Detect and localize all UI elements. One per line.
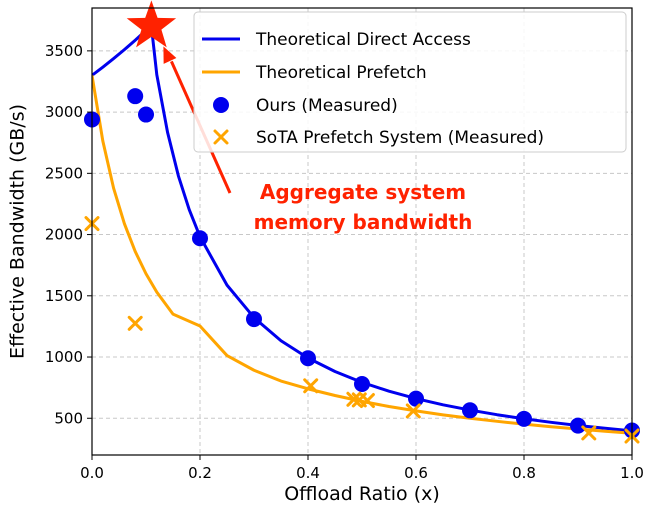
ours-point xyxy=(192,230,208,247)
ours-point xyxy=(462,402,478,419)
sota-point xyxy=(581,425,597,441)
sota-point xyxy=(405,403,421,419)
y-tick-label: 500 xyxy=(54,409,83,427)
sota-point xyxy=(359,393,375,409)
x-tick-label: 0.4 xyxy=(296,464,320,482)
annotation-arrowhead-icon xyxy=(163,46,177,64)
annotation: Aggregate system memory bandwidth xyxy=(163,46,472,234)
annotation-line-1: memory bandwidth xyxy=(254,210,473,234)
y-tick-label: 1500 xyxy=(45,287,83,305)
x-tick-label: 1.0 xyxy=(620,464,644,482)
peak-star-icon xyxy=(126,0,177,48)
legend-label-2: Ours (Measured) xyxy=(256,96,398,116)
x-tick-label: 0.6 xyxy=(404,464,428,482)
y-tick-label: 2000 xyxy=(45,226,83,244)
annotation-line-0: Aggregate system xyxy=(260,180,466,204)
y-tick-label: 3500 xyxy=(45,42,83,60)
ticks: 0.0 0.2 0.4 0.6 0.8 1.0 500 1000 1500 2000 2500 300… xyxy=(45,42,644,482)
ours-point xyxy=(516,410,532,427)
ours-point xyxy=(570,417,586,434)
y-tick-label: 3000 xyxy=(45,103,83,121)
y-tick-label: 2500 xyxy=(45,164,83,182)
sota-point xyxy=(127,315,143,331)
x-tick-label: 0.8 xyxy=(512,464,536,482)
ours-point xyxy=(354,375,370,392)
plot-frame xyxy=(91,7,633,456)
x-axis-label: Offload Ratio (x) xyxy=(284,483,440,505)
y-tick-label: 1000 xyxy=(45,348,83,366)
x-tick-label: 0.0 xyxy=(80,464,104,482)
y-axis-label: Effective Bandwidth (GB/s) xyxy=(7,104,29,359)
legend-label-3: SoTA Prefetch System (Measured) xyxy=(256,128,544,148)
legend-box xyxy=(193,11,627,153)
legend-label-0: Theoretical Direct Access xyxy=(255,30,471,50)
ours-point xyxy=(300,350,316,367)
ours-point xyxy=(138,106,154,123)
ours-point xyxy=(127,88,144,105)
legend-swatch-2 xyxy=(213,97,229,113)
legend-swatch-3 xyxy=(213,129,229,145)
marker-layer xyxy=(84,0,640,444)
legend: Theoretical Direct Access Theoretical Pre… xyxy=(193,11,627,153)
legend-label-1: Theoretical Prefetch xyxy=(255,63,427,83)
ours-point xyxy=(246,311,262,328)
x-tick-label: 0.2 xyxy=(188,464,212,482)
ours-point xyxy=(408,390,424,407)
sota-point xyxy=(303,378,319,394)
